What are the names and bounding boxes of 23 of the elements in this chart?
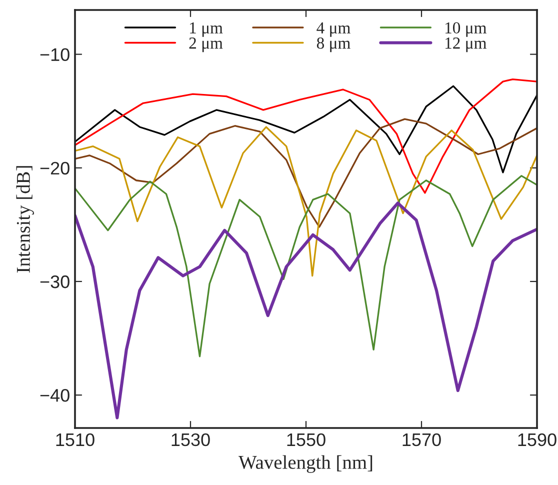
x-tick-label: 1530 bbox=[172, 433, 210, 446]
x-tick-label: 1550 bbox=[287, 433, 326, 446]
legend-label: 4 μm bbox=[316, 22, 350, 37]
x-tick-label: 1590 bbox=[518, 433, 556, 446]
legend-label: 1 μm bbox=[190, 22, 223, 37]
legend-label: 2 μm bbox=[189, 38, 223, 52]
line-series bbox=[75, 78, 537, 194]
line-series bbox=[75, 85, 537, 174]
line-series bbox=[75, 175, 537, 358]
legend-label: 8 μm bbox=[316, 37, 350, 52]
legend-label: 12 μm bbox=[446, 38, 487, 52]
line-series bbox=[75, 126, 537, 277]
legend-label: 10 μm bbox=[446, 22, 487, 37]
y-axis-title: Intensity [dB] bbox=[16, 166, 34, 273]
y-tick-label: −40 bbox=[40, 388, 70, 402]
y-tick-label: −30 bbox=[40, 275, 70, 288]
line-series bbox=[75, 118, 537, 228]
y-tick-label: −20 bbox=[40, 162, 70, 175]
x-axis-title: Wavelength [nm] bbox=[238, 455, 372, 473]
x-tick-label: 1510 bbox=[56, 433, 94, 446]
y-tick-label: −10 bbox=[40, 48, 70, 62]
x-tick-label: 1570 bbox=[402, 433, 441, 446]
line-series bbox=[75, 202, 537, 420]
